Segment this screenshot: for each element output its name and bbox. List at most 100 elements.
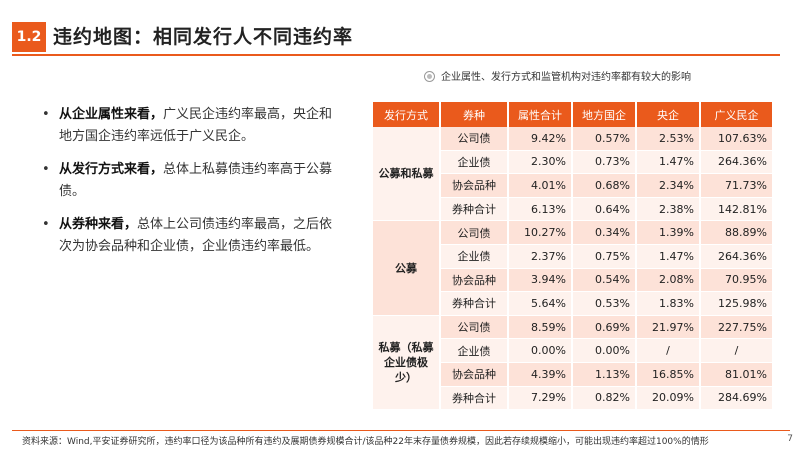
central-soe-cell: 1.83% xyxy=(637,292,701,316)
total-cell: 7.29% xyxy=(509,386,573,411)
bond-type-cell: 公司债 xyxy=(441,221,509,245)
bond-type-cell: 公司债 xyxy=(441,127,509,151)
private-cell: 71.73% xyxy=(701,174,772,198)
total-cell: 4.39% xyxy=(509,362,573,387)
header-cell-private: 广义民企 xyxy=(701,102,772,127)
private-cell: 227.75% xyxy=(701,315,772,340)
total-cell: 4.01% xyxy=(509,174,573,198)
table-row: 券种合计 6.13% 0.64% 2.38% 142.81% xyxy=(373,197,772,222)
private-cell: 81.01% xyxy=(701,362,772,387)
private-cell: 264.36% xyxy=(701,150,772,175)
bullet-bold: 从券种来看， xyxy=(59,217,138,232)
section-number-badge: 1.2 xyxy=(12,22,46,52)
central-soe-cell: 2.34% xyxy=(637,174,701,198)
total-cell: 5.64% xyxy=(509,292,573,316)
local-soe-cell: 0.00% xyxy=(573,339,637,363)
table-caption: 企业属性、发行方式和监管机构对违约率都有较大的影响 xyxy=(424,71,691,85)
total-cell: 8.59% xyxy=(509,315,573,340)
local-soe-cell: 0.69% xyxy=(573,315,637,340)
local-soe-cell: 0.54% xyxy=(573,268,637,293)
footer-divider xyxy=(12,430,790,431)
slide-title: 违约地图：相同发行人不同违约率 xyxy=(53,26,354,48)
header-cell-local-soe: 地方国企 xyxy=(573,102,637,127)
private-cell: 125.98% xyxy=(701,292,772,316)
bullet-dot-icon: • xyxy=(42,162,50,177)
central-soe-cell: 1.47% xyxy=(637,150,701,175)
central-soe-cell: 2.08% xyxy=(637,268,701,293)
table-row: 协会品种 3.94% 0.54% 2.08% 70.95% xyxy=(373,268,772,293)
local-soe-cell: 1.13% xyxy=(573,362,637,387)
bond-type-cell: 协会品种 xyxy=(441,268,509,293)
bullet-bold: 从发行方式来看， xyxy=(59,162,164,177)
bond-type-cell: 公司债 xyxy=(441,315,509,340)
total-cell: 6.13% xyxy=(509,197,573,222)
table-row: 私募（私募企业债极少） 公司债 8.59% 0.69% 21.97% 227.7… xyxy=(373,315,772,411)
bullet-dot-icon: • xyxy=(42,217,50,232)
local-soe-cell: 0.34% xyxy=(573,221,637,245)
header-cell-bond-type: 券种 xyxy=(441,102,509,127)
page-number: 7 xyxy=(787,434,793,444)
total-cell: 9.42% xyxy=(509,127,573,151)
caption-circle-icon xyxy=(424,71,435,82)
table-row: 企业债 2.37% 0.75% 1.47% 264.36% xyxy=(373,244,772,269)
private-cell: 88.89% xyxy=(701,221,772,245)
central-soe-cell: 1.39% xyxy=(637,221,701,245)
group-label: 公募和私募 xyxy=(373,127,441,222)
private-cell: 284.69% xyxy=(701,386,772,411)
header-cell-issue-method: 发行方式 xyxy=(373,102,441,127)
bond-type-cell: 券种合计 xyxy=(441,197,509,222)
total-cell: 2.37% xyxy=(509,244,573,269)
bond-type-cell: 企业债 xyxy=(441,339,509,363)
source-note: 资料来源：Wind,平安证券研究所，违约率口径为该品种所有违约及展期债券规模合计… xyxy=(22,437,709,447)
header-divider xyxy=(12,54,780,56)
local-soe-cell: 0.53% xyxy=(573,292,637,316)
bond-type-cell: 券种合计 xyxy=(441,386,509,411)
bullet-list: • 从企业属性来看，广义民企违约率最高，央企和地方国企违约率远低于广义民企。 • 从… xyxy=(42,104,342,269)
default-rate-table: 发行方式 券种 属性合计 地方国企 央企 广义民企 公募和私募 公司债 9.42… xyxy=(373,102,772,411)
private-cell: 70.95% xyxy=(701,268,772,293)
local-soe-cell: 0.73% xyxy=(573,150,637,175)
table-row: 公募和私募 公司债 9.42% 0.57% 2.53% 107.63% xyxy=(373,127,772,222)
central-soe-cell: 16.85% xyxy=(637,362,701,387)
group-label: 私募（私募企业债极少） xyxy=(373,315,441,411)
local-soe-cell: 0.82% xyxy=(573,386,637,411)
bond-type-cell: 企业债 xyxy=(441,244,509,269)
table-row: 券种合计 7.29% 0.82% 20.09% 284.69% xyxy=(373,386,772,411)
total-cell: 0.00% xyxy=(509,339,573,363)
bullet-text: 总体上公司债违约率最高，之后依次为协会品种和企业债，企业债违约率最低。 xyxy=(59,217,333,254)
local-soe-cell: 0.68% xyxy=(573,174,637,198)
local-soe-cell: 0.64% xyxy=(573,197,637,222)
table-header-row: 发行方式 券种 属性合计 地方国企 央企 广义民企 xyxy=(373,102,772,127)
group-label: 公募 xyxy=(373,221,441,316)
total-cell: 2.30% xyxy=(509,150,573,175)
local-soe-cell: 0.75% xyxy=(573,244,637,269)
private-cell: / xyxy=(701,339,772,363)
header-cell-total: 属性合计 xyxy=(509,102,573,127)
caption-text: 企业属性、发行方式和监管机构对违约率都有较大的影响 xyxy=(441,72,691,83)
table-row: 券种合计 5.64% 0.53% 1.83% 125.98% xyxy=(373,292,772,316)
central-soe-cell: 2.38% xyxy=(637,197,701,222)
central-soe-cell: 2.53% xyxy=(637,127,701,151)
table-row: 公募 公司债 10.27% 0.34% 1.39% 88.89% xyxy=(373,221,772,316)
table-row: 协会品种 4.01% 0.68% 2.34% 71.73% xyxy=(373,174,772,198)
central-soe-cell: 20.09% xyxy=(637,386,701,411)
table-row: 企业债 2.30% 0.73% 1.47% 264.36% xyxy=(373,150,772,175)
total-cell: 10.27% xyxy=(509,221,573,245)
central-soe-cell: 21.97% xyxy=(637,315,701,340)
table-row: 协会品种 4.39% 1.13% 16.85% 81.01% xyxy=(373,362,772,387)
bullet-item: • 从券种来看，总体上公司债违约率最高，之后依次为协会品种和企业债，企业债违约率最… xyxy=(42,214,342,258)
bullet-bold: 从企业属性来看， xyxy=(59,107,164,122)
private-cell: 142.81% xyxy=(701,197,772,222)
bond-type-cell: 企业债 xyxy=(441,150,509,175)
central-soe-cell: 1.47% xyxy=(637,244,701,269)
slide-header: 1.2 违约地图：相同发行人不同违约率 xyxy=(0,22,802,56)
local-soe-cell: 0.57% xyxy=(573,127,637,151)
header-cell-central-soe: 央企 xyxy=(637,102,701,127)
bullet-text: 广义民企违约率最高，央企和地方国企违约率远低于广义民企。 xyxy=(59,107,333,144)
central-soe-cell: / xyxy=(637,339,701,363)
bullet-item: • 从企业属性来看，广义民企违约率最高，央企和地方国企违约率远低于广义民企。 xyxy=(42,104,342,148)
bullet-item: • 从发行方式来看，总体上私募债违约率高于公募债。 xyxy=(42,159,342,203)
total-cell: 3.94% xyxy=(509,268,573,293)
bond-type-cell: 券种合计 xyxy=(441,292,509,316)
bond-type-cell: 协会品种 xyxy=(441,174,509,198)
